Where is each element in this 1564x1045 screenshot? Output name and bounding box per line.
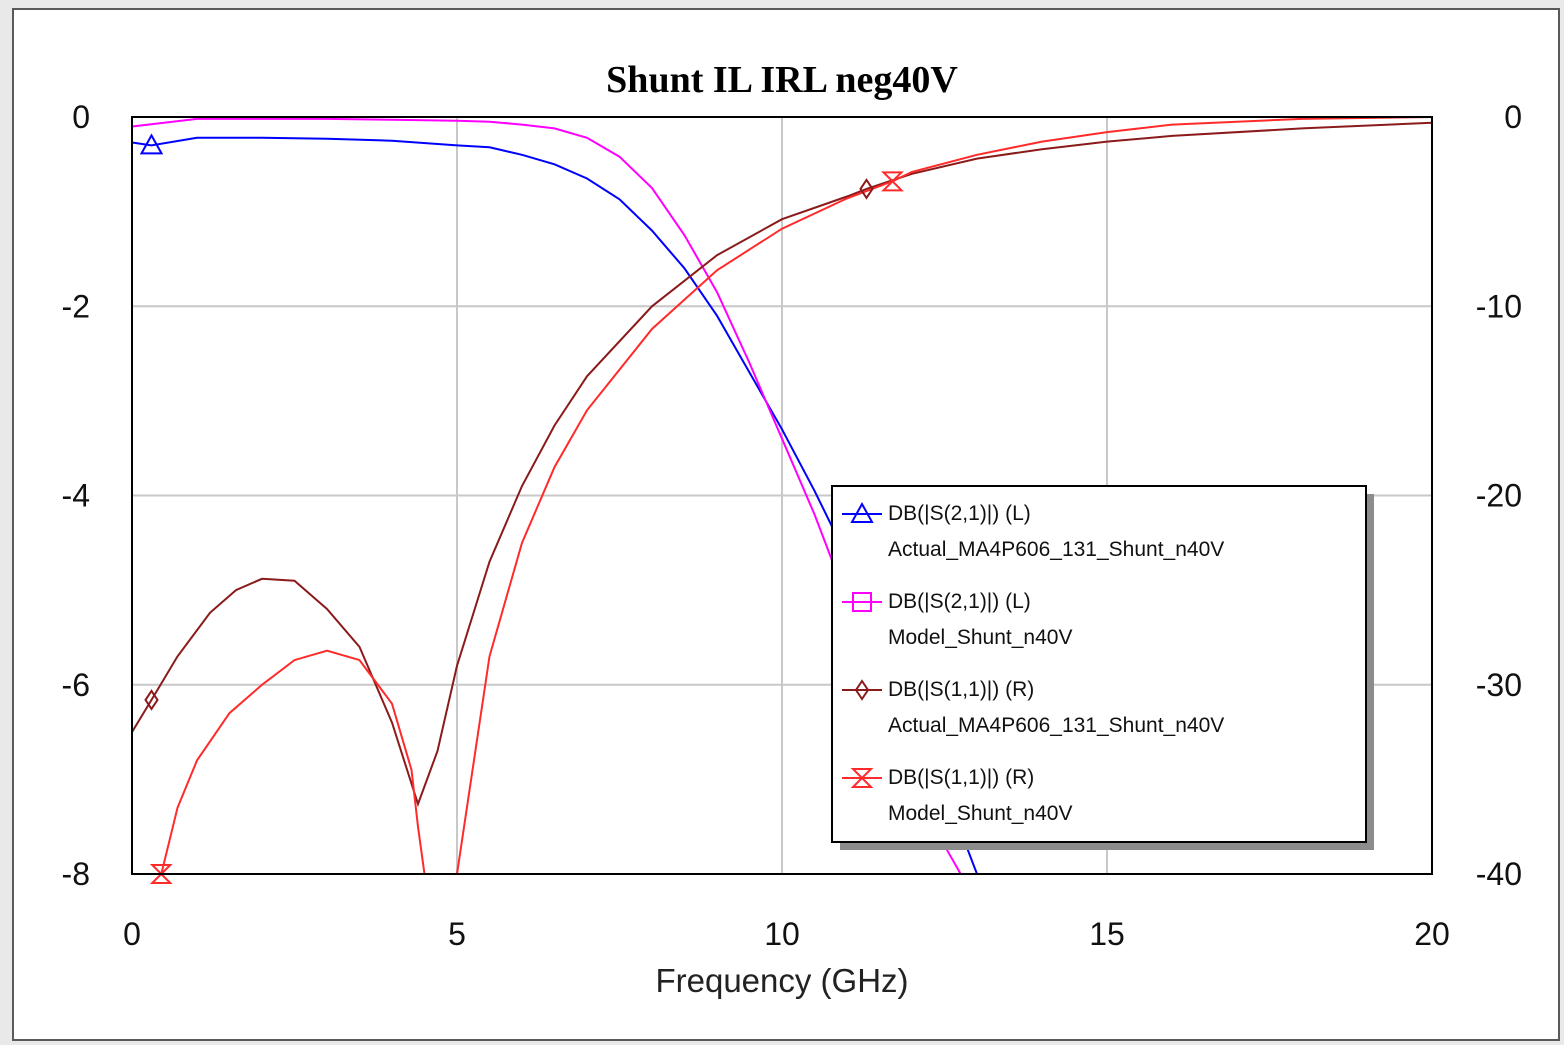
legend-swatch-marker (852, 592, 872, 612)
legend-entry-name: DB(|S(1,1)|) (R) (888, 766, 1034, 789)
legend-entry-source: Model_Shunt_n40V (888, 802, 1072, 825)
y-left-tick-label: -8 (62, 856, 90, 892)
legend-swatch-marker (850, 501, 874, 523)
legend-entry-source: Model_Shunt_n40V (888, 626, 1072, 649)
legend-entry-source: Actual_MA4P606_131_Shunt_n40V (888, 714, 1224, 737)
legend-box (831, 485, 1367, 843)
x-tick-label: 0 (123, 916, 141, 952)
x-axis-label: Frequency (GHz) (655, 962, 908, 999)
legend-entry-name: DB(|S(2,1)|) (L) (888, 590, 1031, 613)
y-right-tick-label: -30 (1476, 667, 1522, 703)
legend: DB(|S(2,1)|) (L) Actual_MA4P606_131_Shunt… (831, 485, 1374, 850)
x-tick-label: 20 (1414, 916, 1450, 952)
chart: Shunt IL IRL neg40V 0 5 10 15 20 0 -2 -4 -6 -8 0… (62, 59, 1522, 999)
series-marker-3 (144, 689, 159, 711)
series-line-4 (160, 117, 1432, 874)
legend-swatch-marker (850, 768, 874, 788)
legend-entry-name: DB(|S(1,1)|) (R) (888, 678, 1034, 701)
x-tick-label: 10 (764, 916, 800, 952)
y-right-tick-label: -20 (1476, 478, 1522, 514)
series-marker-4 (881, 171, 904, 192)
y-left-tick-label: -4 (62, 478, 90, 514)
y-right-tick-label: 0 (1504, 99, 1522, 135)
y-right-tick-label: -40 (1476, 856, 1522, 892)
y-left-tick-label: -6 (62, 667, 90, 703)
chart-frame: Shunt IL IRL neg40V 0 5 10 15 20 0 -2 -4 -6 -8 0… (12, 8, 1560, 1041)
series-marker-4 (149, 864, 173, 884)
x-tick-label: 5 (448, 916, 466, 952)
legend-swatch-marker (854, 679, 870, 701)
legend-entry-source: Actual_MA4P606_131_Shunt_n40V (888, 538, 1224, 561)
y-right-tick-label: -10 (1476, 288, 1522, 324)
legend-entry-name: DB(|S(2,1)|) (L) (888, 502, 1031, 525)
y-left-tick-label: -2 (62, 288, 90, 324)
series-line-3 (132, 121, 1432, 808)
y-left-tick-label: 0 (72, 99, 90, 135)
series-marker-3 (859, 178, 874, 200)
series-marker-1 (139, 133, 164, 155)
plot-area-border (131, 116, 1433, 875)
x-tick-label: 15 (1089, 916, 1125, 952)
chart-title: Shunt IL IRL neg40V (606, 59, 958, 101)
